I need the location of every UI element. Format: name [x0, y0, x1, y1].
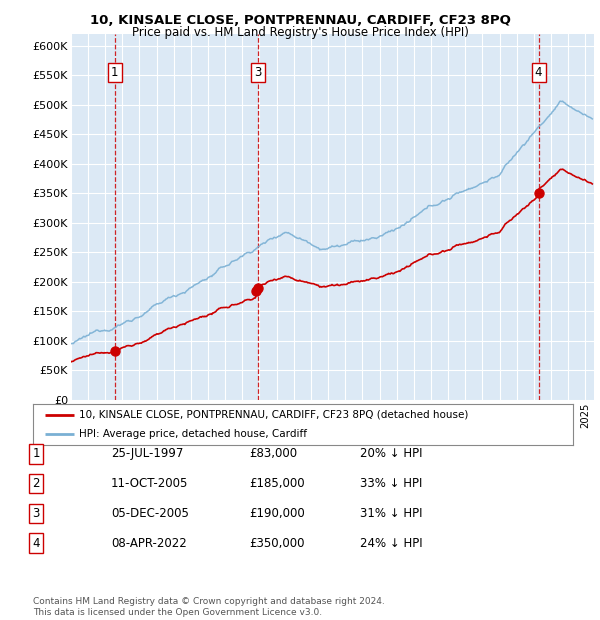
Text: 05-DEC-2005: 05-DEC-2005	[111, 507, 189, 520]
Text: £350,000: £350,000	[249, 537, 305, 549]
Text: 31% ↓ HPI: 31% ↓ HPI	[360, 507, 422, 520]
Text: 10, KINSALE CLOSE, PONTPRENNAU, CARDIFF, CF23 8PQ (detached house): 10, KINSALE CLOSE, PONTPRENNAU, CARDIFF,…	[79, 410, 468, 420]
Text: 08-APR-2022: 08-APR-2022	[111, 537, 187, 549]
Text: HPI: Average price, detached house, Cardiff: HPI: Average price, detached house, Card…	[79, 429, 307, 439]
Text: 1: 1	[111, 66, 119, 79]
Text: 3: 3	[254, 66, 262, 79]
Text: 10, KINSALE CLOSE, PONTPRENNAU, CARDIFF, CF23 8PQ: 10, KINSALE CLOSE, PONTPRENNAU, CARDIFF,…	[89, 14, 511, 27]
Text: 4: 4	[535, 66, 542, 79]
Text: 20% ↓ HPI: 20% ↓ HPI	[360, 448, 422, 460]
Text: 24% ↓ HPI: 24% ↓ HPI	[360, 537, 422, 549]
Text: 3: 3	[32, 507, 40, 520]
Text: 25-JUL-1997: 25-JUL-1997	[111, 448, 184, 460]
Text: 4: 4	[32, 537, 40, 549]
Text: 2: 2	[32, 477, 40, 490]
Text: £83,000: £83,000	[249, 448, 297, 460]
Text: 1: 1	[32, 448, 40, 460]
Text: Price paid vs. HM Land Registry's House Price Index (HPI): Price paid vs. HM Land Registry's House …	[131, 26, 469, 39]
Text: £185,000: £185,000	[249, 477, 305, 490]
Text: 11-OCT-2005: 11-OCT-2005	[111, 477, 188, 490]
Text: £190,000: £190,000	[249, 507, 305, 520]
Text: Contains HM Land Registry data © Crown copyright and database right 2024.
This d: Contains HM Land Registry data © Crown c…	[33, 598, 385, 617]
Text: 33% ↓ HPI: 33% ↓ HPI	[360, 477, 422, 490]
